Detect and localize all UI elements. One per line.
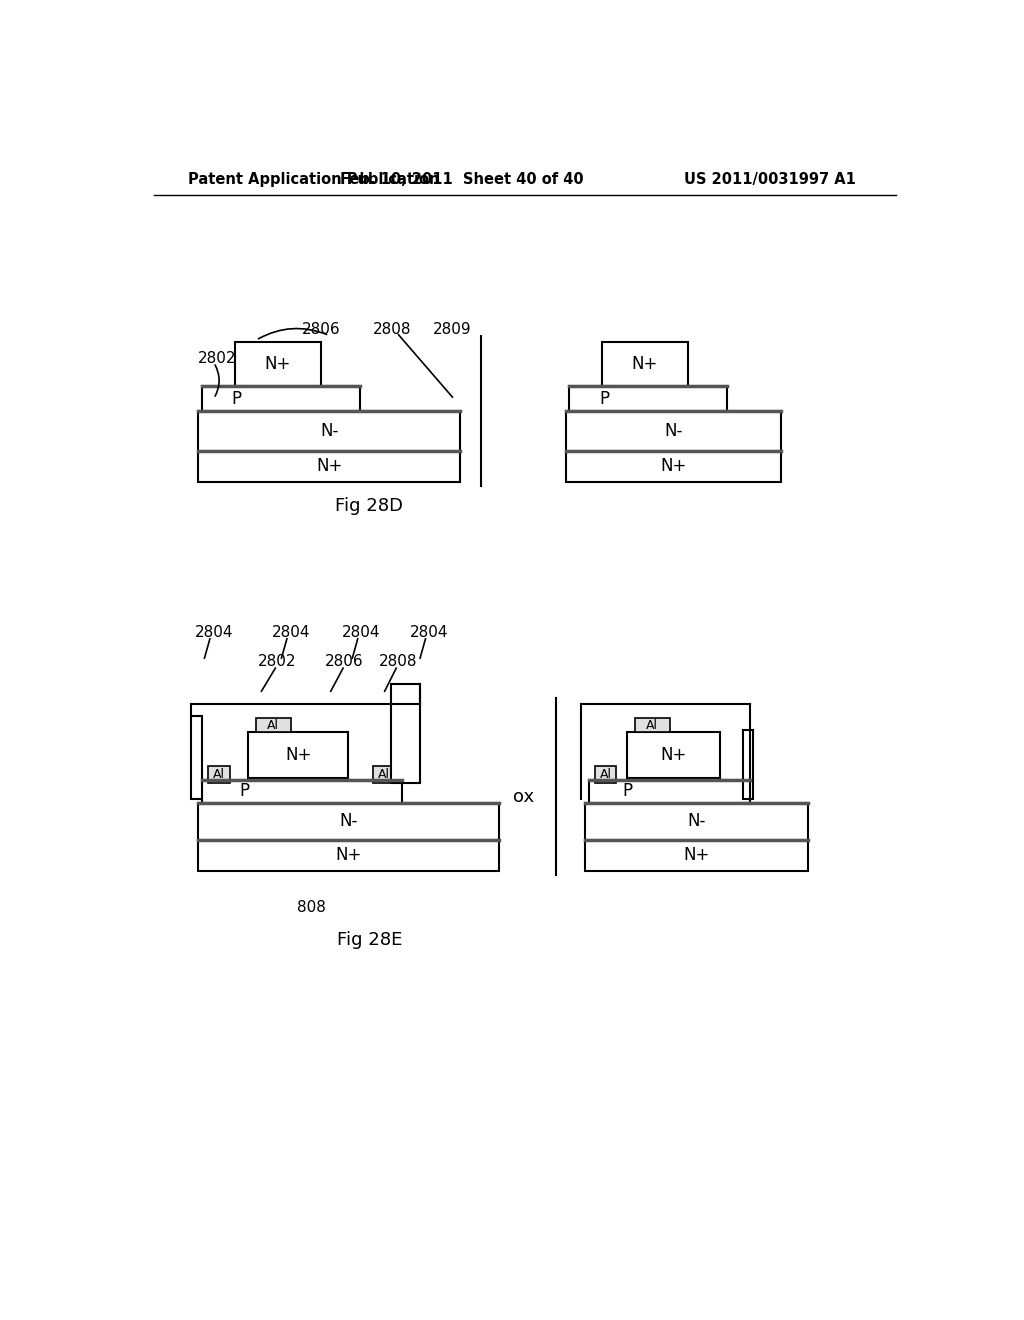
Text: N+: N+ <box>286 746 311 764</box>
Text: 2806: 2806 <box>326 655 364 669</box>
Bar <box>249 733 348 779</box>
Text: Fig 28D: Fig 28D <box>335 498 403 515</box>
Text: 2804: 2804 <box>195 626 233 640</box>
Text: N+: N+ <box>316 458 342 475</box>
Text: N+: N+ <box>683 846 710 865</box>
Text: 2808: 2808 <box>373 322 412 337</box>
Bar <box>208 766 230 783</box>
Text: 2802: 2802 <box>199 351 237 366</box>
Bar <box>602 342 688 387</box>
Bar <box>199 451 460 482</box>
Text: N-: N- <box>321 422 338 440</box>
Bar <box>585 803 808 840</box>
Text: 2809: 2809 <box>433 322 472 337</box>
Bar <box>569 387 727 411</box>
Text: 2804: 2804 <box>410 626 449 640</box>
Bar <box>191 715 202 799</box>
Text: P: P <box>240 783 250 800</box>
Bar <box>199 411 460 451</box>
Bar <box>628 733 720 779</box>
Bar <box>565 451 781 482</box>
Text: N-: N- <box>665 422 683 440</box>
Text: P: P <box>623 783 632 800</box>
Bar <box>234 342 321 387</box>
Bar <box>202 780 402 803</box>
Text: N+: N+ <box>660 746 687 764</box>
Text: Feb. 10, 2011  Sheet 40 of 40: Feb. 10, 2011 Sheet 40 of 40 <box>340 173 584 187</box>
Text: N+: N+ <box>632 355 658 374</box>
Bar <box>565 411 781 451</box>
Bar <box>199 803 499 840</box>
Text: 2806: 2806 <box>302 322 341 337</box>
Bar <box>742 730 754 799</box>
Bar <box>199 840 499 871</box>
Text: N-: N- <box>687 812 706 830</box>
Text: 2802: 2802 <box>258 655 296 669</box>
Text: Al: Al <box>213 768 225 781</box>
Text: Al: Al <box>267 718 280 731</box>
Text: 2804: 2804 <box>271 626 310 640</box>
Text: 2804: 2804 <box>342 626 381 640</box>
Text: Fig 28E: Fig 28E <box>337 931 402 949</box>
Bar <box>595 766 616 783</box>
Bar <box>373 766 394 783</box>
Bar <box>391 684 420 783</box>
Bar <box>589 780 751 803</box>
Bar <box>585 840 808 871</box>
Text: P: P <box>231 389 242 408</box>
Text: Patent Application Publication: Patent Application Publication <box>188 173 440 187</box>
Text: N-: N- <box>339 812 357 830</box>
Text: 2808: 2808 <box>379 655 418 669</box>
Text: N+: N+ <box>264 355 291 374</box>
Text: N+: N+ <box>660 458 687 475</box>
Text: Al: Al <box>646 718 658 731</box>
Bar <box>635 718 670 733</box>
Text: P: P <box>599 389 609 408</box>
Text: N+: N+ <box>335 846 361 865</box>
Bar <box>256 718 291 733</box>
Text: US 2011/0031997 A1: US 2011/0031997 A1 <box>684 173 856 187</box>
Text: Al: Al <box>600 768 611 781</box>
Text: Al: Al <box>378 768 390 781</box>
Text: 808: 808 <box>297 900 326 915</box>
Bar <box>202 387 360 411</box>
Text: ox: ox <box>513 788 534 807</box>
